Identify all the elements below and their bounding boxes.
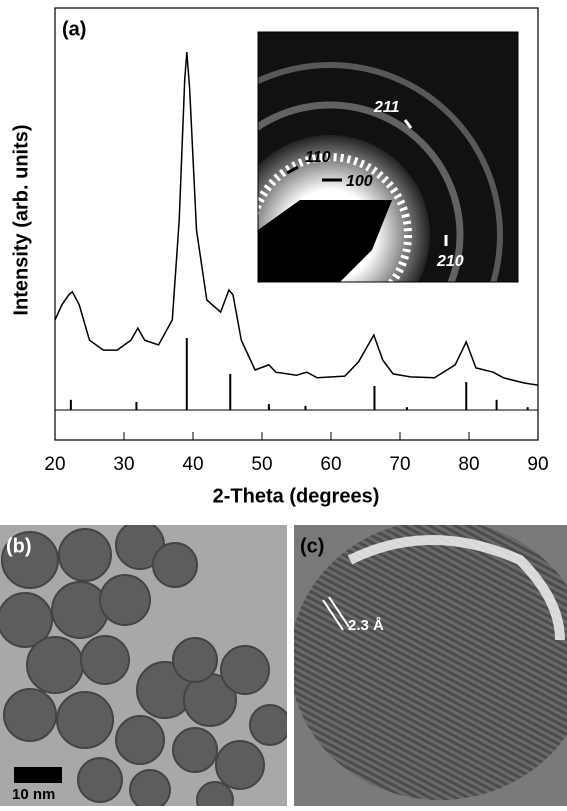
panel-label: (a) bbox=[62, 18, 86, 40]
y-axis-label: Intensity (arb. units) bbox=[10, 124, 32, 315]
x-tick-label: 60 bbox=[320, 454, 341, 475]
inset-label: 100 bbox=[346, 173, 373, 190]
x-tick-label: 90 bbox=[527, 454, 548, 475]
x-tick-label: 30 bbox=[113, 454, 134, 475]
scale-bar-label: 10 nm bbox=[12, 786, 55, 803]
inset-label: 210 bbox=[436, 253, 464, 270]
tem-image bbox=[0, 521, 290, 806]
x-tick-label: 40 bbox=[182, 454, 203, 475]
inset-label: 211 bbox=[373, 99, 400, 116]
x-tick-label: 20 bbox=[44, 454, 65, 475]
x-tick-label: 50 bbox=[251, 454, 272, 475]
x-axis-label: 2-Theta (degrees) bbox=[213, 485, 380, 507]
x-tick-label: 70 bbox=[389, 454, 410, 475]
inset-label: 110 bbox=[305, 149, 331, 166]
lattice-spacing: 2.3 Å bbox=[348, 617, 384, 634]
scale-bar bbox=[14, 767, 62, 783]
figure: (a) 2-Theta (degrees) Intensity (arb. un… bbox=[0, 0, 567, 806]
x-tick-label: 80 bbox=[458, 454, 479, 475]
saed-inset bbox=[160, 32, 518, 405]
panel-label: (c) bbox=[300, 535, 324, 557]
hrtem-image bbox=[290, 520, 567, 806]
panel-label: (b) bbox=[6, 535, 32, 557]
